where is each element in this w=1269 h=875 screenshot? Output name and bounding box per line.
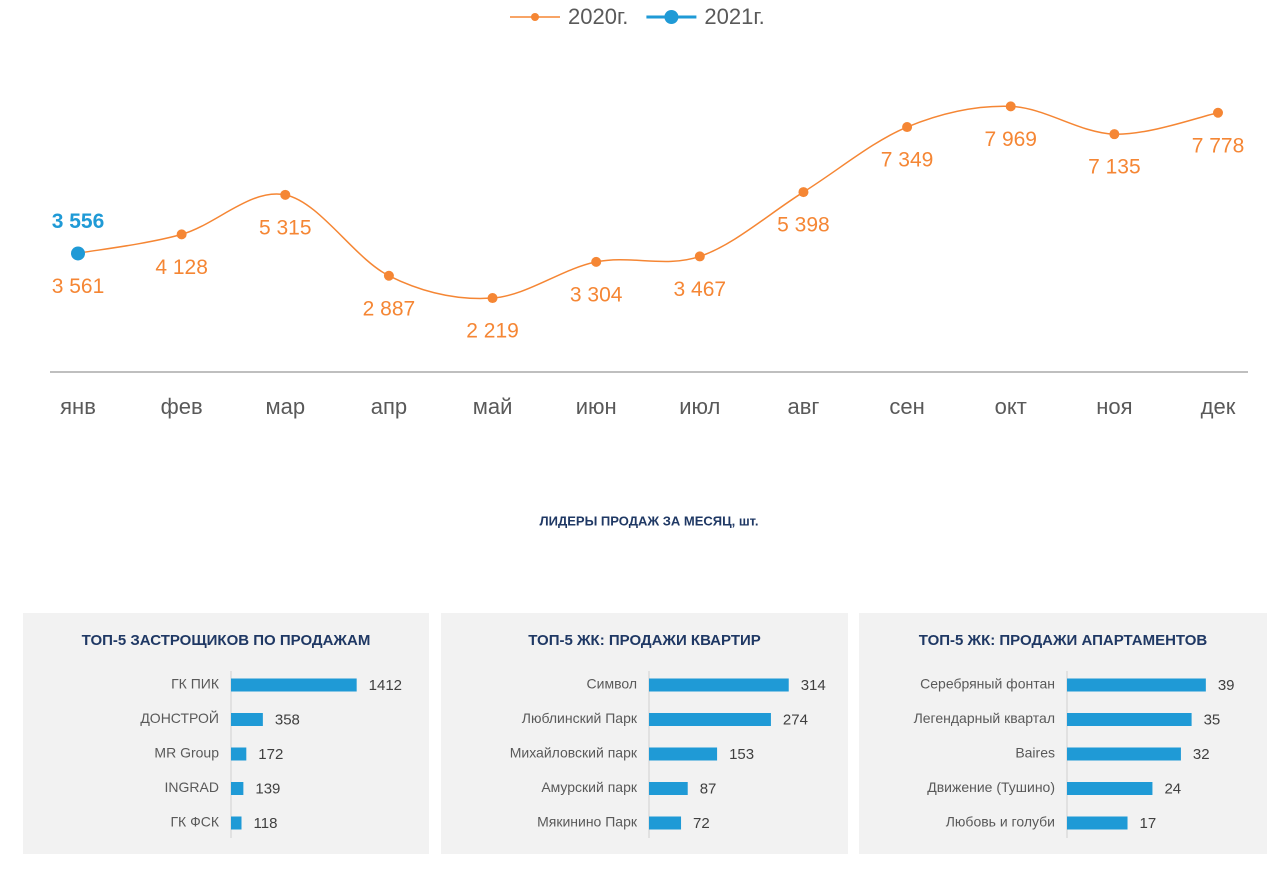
bar: [1067, 678, 1206, 692]
data-label: 2 887: [363, 297, 416, 320]
category-label: Любовь и голуби: [946, 814, 1055, 830]
bar: [649, 678, 789, 692]
value-label: 153: [729, 746, 754, 763]
bar: [649, 747, 718, 761]
data-point: [694, 251, 705, 262]
x-tick-label: авг: [787, 394, 819, 419]
category-label: Люблинский Парк: [522, 710, 638, 726]
value-label: 274: [783, 711, 808, 728]
data-label: 7 778: [1192, 134, 1245, 157]
data-label: 2 219: [466, 320, 519, 343]
category-label: Легендарный квартал: [914, 710, 1055, 726]
category-label: Мякинино Парк: [537, 814, 638, 830]
category-label: Движение (Тушино): [927, 779, 1055, 795]
bar: [231, 747, 247, 761]
x-tick-label: фев: [161, 394, 203, 419]
bar: [231, 782, 244, 795]
x-tick-label: май: [473, 394, 513, 419]
line-series: [77, 105, 1219, 300]
data-label: 3 556: [52, 210, 105, 233]
category-label: Михайловский парк: [510, 745, 638, 761]
panel: [441, 613, 848, 854]
x-tick-label: июн: [576, 394, 617, 419]
x-tick-label: дек: [1201, 394, 1236, 419]
bar: [649, 713, 771, 726]
x-tick-label: ноя: [1096, 394, 1132, 419]
data-point: [1005, 101, 1016, 112]
data-point: [280, 189, 291, 200]
category-label: MR Group: [154, 745, 219, 761]
x-tick-label: окт: [995, 394, 1027, 419]
data-label: 5 398: [777, 214, 830, 237]
data-point: [591, 256, 602, 267]
bar: [649, 782, 688, 795]
legend-label: 2020г.: [568, 4, 628, 29]
section-title: ЛИДЕРЫ ПРОДАЖ ЗА МЕСЯЦ, шт.: [540, 513, 759, 528]
value-label: 139: [255, 780, 280, 797]
category-label: INGRAD: [165, 779, 219, 795]
bar: [1067, 782, 1153, 795]
data-point: [902, 122, 913, 133]
value-label: 118: [254, 815, 278, 832]
category-label: Серебряный фонтан: [920, 676, 1055, 692]
data-label: 4 128: [155, 256, 208, 279]
x-tick-label: мар: [265, 394, 305, 419]
data-point: [487, 293, 498, 304]
data-label: 3 467: [674, 278, 727, 301]
data-label: 3 561: [52, 275, 105, 298]
bar: [1067, 747, 1181, 761]
bar: [1067, 713, 1192, 726]
category-label: ГК ФСК: [170, 814, 219, 830]
bar: [1067, 816, 1128, 830]
data-point: [1109, 129, 1120, 140]
value-label: 17: [1140, 815, 1157, 832]
bar: [231, 678, 357, 692]
data-point: [71, 246, 85, 261]
legend-marker: [664, 10, 679, 24]
x-tick-label: янв: [60, 394, 96, 419]
data-label: 7 969: [984, 128, 1037, 151]
panel-title: ТОП-5 ЗАСТРОЩИКОВ ПО ПРОДАЖАМ: [82, 632, 371, 649]
panel-title: ТОП-5 ЖК: ПРОДАЖИ КВАРТИР: [528, 632, 761, 649]
x-tick-label: сен: [889, 394, 924, 419]
category-label: ДОНСТРОЙ: [140, 709, 219, 726]
data-point: [1213, 107, 1223, 118]
data-label: 7 349: [881, 149, 934, 172]
x-tick-label: июл: [679, 394, 720, 419]
bar: [649, 816, 682, 830]
value-label: 172: [258, 746, 283, 763]
panel-title: ТОП-5 ЖК: ПРОДАЖИ АПАРТАМЕНТОВ: [919, 632, 1208, 649]
category-label: Baires: [1015, 745, 1055, 761]
category-label: Амурский парк: [541, 779, 638, 795]
value-label: 358: [275, 711, 300, 728]
value-label: 24: [1164, 780, 1181, 797]
bar: [231, 713, 263, 726]
data-label: 5 315: [259, 216, 312, 239]
legend-label: 2021г.: [704, 4, 764, 29]
panel: [23, 613, 429, 854]
value-label: 1412: [369, 677, 402, 694]
value-label: 32: [1193, 746, 1210, 763]
category-label: ГК ПИК: [171, 676, 220, 692]
data-point: [176, 229, 187, 240]
value-label: 39: [1218, 677, 1235, 694]
value-label: 314: [801, 677, 826, 694]
legend-marker: [531, 13, 539, 21]
data-point: [383, 270, 394, 281]
value-label: 35: [1204, 711, 1221, 728]
panel: [859, 613, 1267, 854]
category-label: Символ: [587, 676, 637, 692]
x-tick-label: апр: [371, 394, 407, 419]
bar: [231, 816, 242, 830]
data-label: 3 304: [570, 283, 623, 306]
data-point: [798, 187, 809, 198]
value-label: 87: [700, 780, 717, 797]
value-label: 72: [693, 815, 710, 832]
data-label: 7 135: [1088, 156, 1141, 179]
